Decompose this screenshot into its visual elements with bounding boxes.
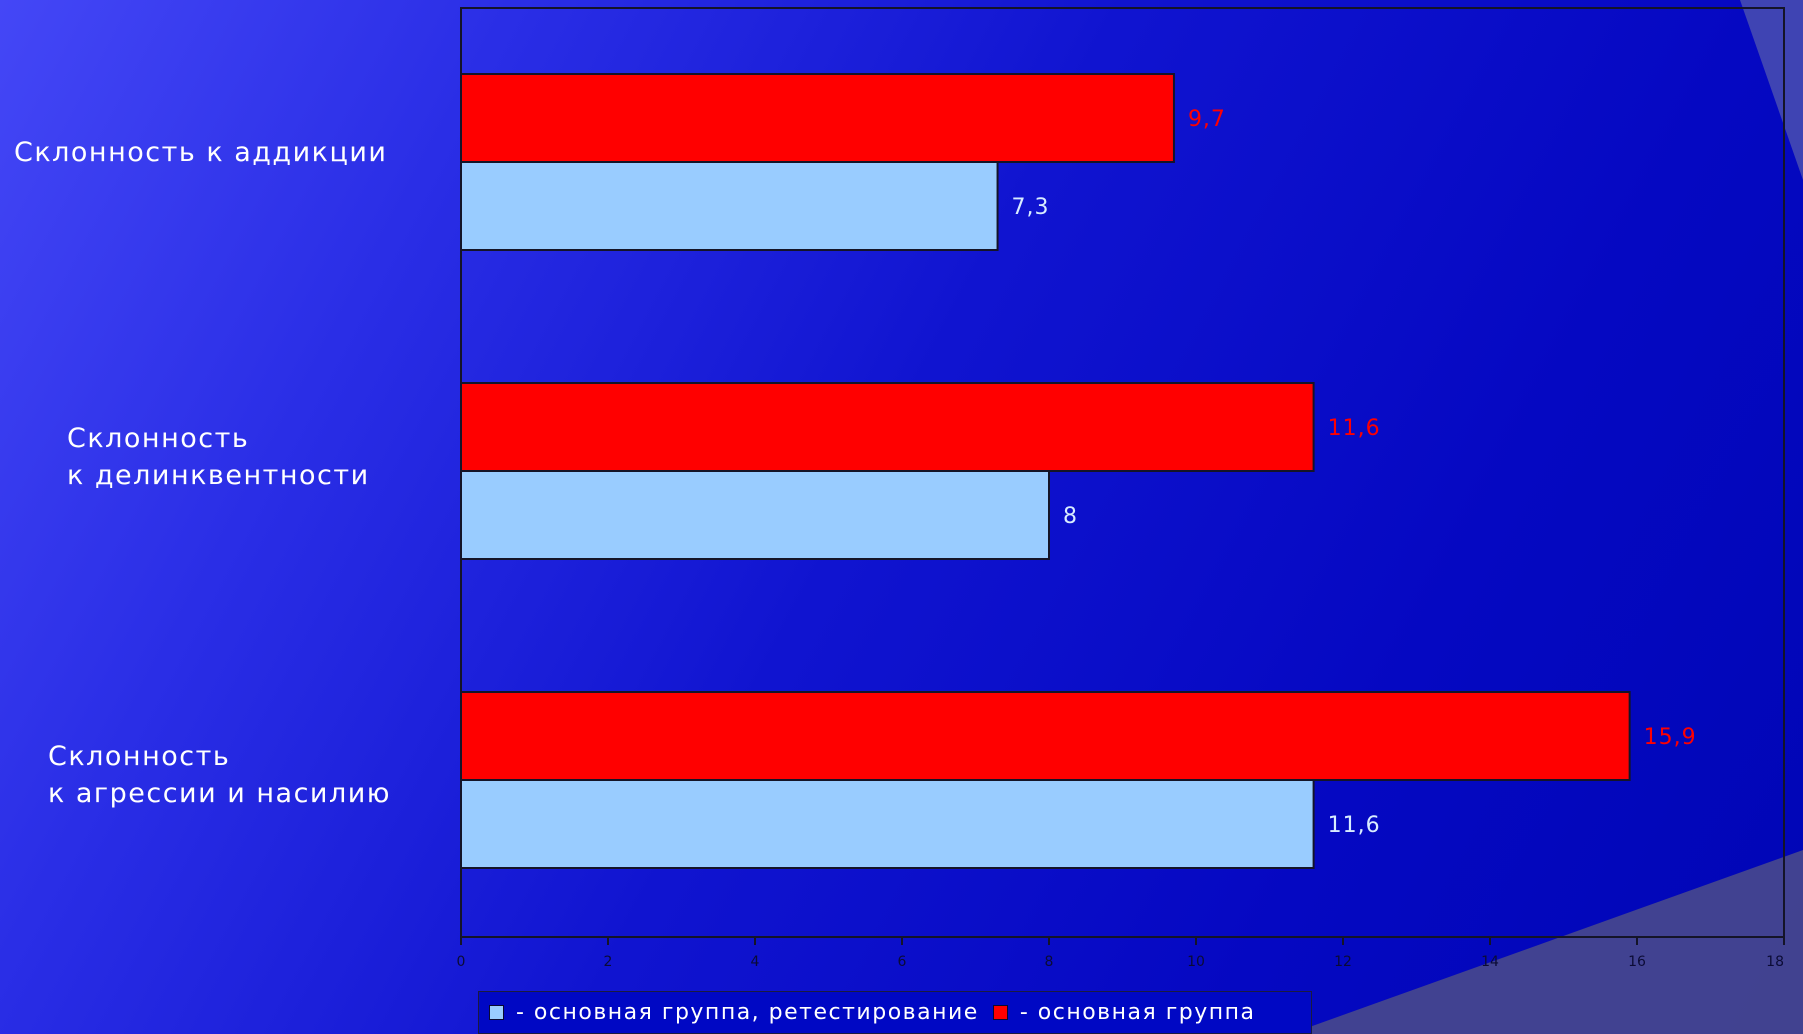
category-label-line: к агрессии и насилию: [48, 778, 391, 809]
legend: - основная группа, ретестирование - осно…: [478, 991, 1312, 1034]
legend-item-retest: - основная группа, ретестирование: [489, 1000, 979, 1025]
legend-label-retest: - основная группа, ретестирование: [516, 1000, 979, 1025]
value-label-red-3: 15,9: [1644, 725, 1697, 750]
legend-swatch-red: [992, 1005, 1008, 1020]
value-label-light-blue-1: 7,3: [1012, 195, 1050, 220]
category-label-line: к делинквентности: [67, 460, 370, 491]
legend-item-main: - основная группа: [992, 1000, 1256, 1025]
x-tick-label-16: 16: [1628, 954, 1646, 970]
x-tick-label-18: 18: [1766, 954, 1784, 970]
bar-red-1: [460, 73, 1175, 163]
category-label-2: Склонность к делинквентности: [67, 420, 370, 494]
category-label-3: Склонность к агрессии и насилию: [48, 738, 391, 812]
value-label-light-blue-2: 8: [1063, 504, 1078, 529]
x-tick-label-0: 0: [457, 954, 466, 970]
x-tick-label-6: 6: [898, 954, 907, 970]
category-label-line: Склонность к аддикции: [14, 137, 388, 168]
x-tick-label-4: 4: [751, 954, 760, 970]
bar-light-blue-3: [460, 779, 1315, 869]
bar-red-3: [460, 691, 1631, 781]
value-label-light-blue-3: 11,6: [1328, 813, 1381, 838]
category-label-line: Склонность: [48, 741, 231, 772]
value-label-red-1: 9,7: [1188, 107, 1226, 132]
category-label-1: Склонность к аддикции: [14, 134, 387, 171]
value-label-red-2: 11,6: [1328, 416, 1381, 441]
x-tick-label-12: 12: [1334, 954, 1352, 970]
background-shape-top-right: [1740, 0, 1803, 180]
background-shape-bottom-right: [1290, 850, 1803, 1034]
x-tick-label-14: 14: [1481, 954, 1499, 970]
x-tick-label-2: 2: [604, 954, 613, 970]
bar-red-2: [460, 382, 1315, 472]
x-tick-label-8: 8: [1045, 954, 1054, 970]
legend-swatch-light-blue: [489, 1005, 504, 1020]
x-tick-label-10: 10: [1187, 954, 1205, 970]
legend-label-main: - основная группа: [1019, 1000, 1256, 1025]
category-label-line: Склонность: [67, 423, 250, 454]
bar-light-blue-1: [460, 161, 999, 251]
bar-light-blue-2: [460, 470, 1050, 560]
